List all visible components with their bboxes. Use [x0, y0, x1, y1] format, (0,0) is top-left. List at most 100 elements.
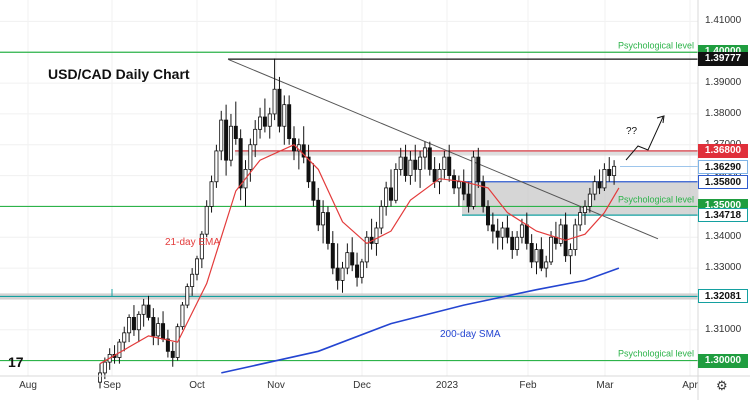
- candle-body: [529, 243, 534, 263]
- x-tick-label: 2023: [435, 380, 459, 391]
- candle-body: [418, 156, 423, 170]
- candle-body: [267, 113, 272, 127]
- x-tick-label: Mar: [596, 380, 614, 391]
- price-levels: [0, 51, 698, 362]
- candle-body: [122, 332, 127, 343]
- candle-body: [228, 125, 233, 161]
- candles: [98, 58, 617, 389]
- candle-body: [282, 104, 287, 127]
- candle-body: [495, 230, 500, 238]
- candle-body: [602, 169, 607, 189]
- projected-arrowhead: [656, 115, 665, 124]
- candle-body: [384, 187, 389, 207]
- candle-body: [131, 317, 136, 331]
- candle-body: [534, 249, 539, 263]
- y-tick-label: 1.31000: [705, 323, 742, 335]
- candle-body: [515, 236, 520, 250]
- candle-body: [374, 227, 379, 244]
- candle-body: [403, 156, 408, 176]
- candle-body: [311, 181, 316, 201]
- candle-body: [422, 147, 427, 158]
- candle-body: [170, 350, 175, 358]
- candle-body: [350, 252, 355, 266]
- price-tag-1.36290: 1.36290: [698, 159, 748, 174]
- x-tick-label: Nov: [267, 380, 285, 391]
- candle-body: [233, 125, 238, 139]
- candle-body: [359, 261, 364, 278]
- candle-body: [461, 181, 466, 195]
- candle-body: [287, 104, 292, 139]
- candle-body: [306, 156, 311, 183]
- y-tick-label: 1.38000: [705, 107, 742, 119]
- candle-body: [199, 233, 204, 260]
- price-tag-1.39777: 1.39777: [698, 52, 748, 67]
- candle-body: [316, 199, 321, 226]
- y-tick-label: 1.39000: [705, 77, 742, 89]
- x-tick-label: Dec: [353, 380, 371, 391]
- candle-body: [568, 249, 573, 257]
- psych-label-mid: Psychological level: [618, 194, 694, 204]
- candle-body: [325, 212, 330, 244]
- candle-body: [364, 236, 369, 263]
- candle-body: [224, 119, 229, 161]
- moving-averages: [99, 143, 620, 374]
- question-label: ??: [626, 126, 638, 137]
- candle-body: [442, 156, 447, 170]
- sma-label: 200-day SMA: [440, 329, 501, 340]
- candle-body: [117, 341, 122, 358]
- candle-body: [151, 317, 156, 337]
- candle-body: [253, 128, 258, 146]
- candle-body: [102, 361, 107, 374]
- price-tag-1.35800: 1.35800: [698, 174, 748, 189]
- candle-body: [587, 193, 592, 207]
- candle-body: [583, 206, 588, 213]
- candle-body: [238, 138, 243, 189]
- candle-body: [209, 181, 214, 207]
- candle-body: [161, 323, 166, 340]
- candle-body: [340, 267, 345, 281]
- candle-body: [190, 273, 195, 287]
- price-tag-1.36800: 1.36800: [698, 143, 748, 158]
- psych-label-bottom: Psychological level: [618, 349, 694, 359]
- resistance-zone: [235, 149, 698, 156]
- candle-body: [141, 304, 146, 315]
- candle-body: [379, 206, 384, 229]
- candle-body: [355, 264, 360, 278]
- candle-body: [146, 304, 151, 318]
- candle-body: [510, 236, 515, 250]
- candle-body: [476, 156, 481, 183]
- candle-body: [607, 169, 612, 176]
- candle-body: [500, 227, 505, 238]
- candle-body: [456, 181, 461, 189]
- candle-body: [262, 116, 267, 127]
- candle-body: [98, 372, 103, 383]
- candle-body: [437, 169, 442, 183]
- price-tag-1.30000: 1.30000: [698, 353, 748, 368]
- candle-body: [519, 224, 524, 238]
- candle-body: [272, 88, 277, 115]
- psych-label-top: Psychological level: [618, 40, 694, 50]
- candle-body: [490, 224, 495, 232]
- candle-body: [345, 252, 350, 269]
- candle-body: [466, 193, 471, 207]
- candle-body: [127, 317, 132, 334]
- candle-body: [335, 267, 340, 281]
- candle-body: [427, 147, 432, 170]
- candle-body: [185, 286, 190, 306]
- candle-body: [597, 181, 602, 189]
- x-tick-label: Aug: [19, 380, 37, 391]
- candle-body: [578, 212, 583, 226]
- x-tick-label: Feb: [519, 380, 537, 391]
- candle-body: [558, 224, 563, 244]
- gear-icon[interactable]: ⚙: [716, 378, 728, 393]
- x-tick-label: Oct: [189, 380, 205, 391]
- candle-body: [447, 156, 452, 176]
- candle-body: [301, 144, 306, 158]
- candle-body: [612, 165, 617, 176]
- candle-body: [549, 236, 554, 263]
- candle-body: [136, 313, 141, 331]
- tradingview-logo: 17: [8, 354, 24, 370]
- candle-body: [524, 224, 529, 244]
- candle-body: [214, 150, 219, 183]
- y-tick-label: 1.33000: [705, 262, 742, 274]
